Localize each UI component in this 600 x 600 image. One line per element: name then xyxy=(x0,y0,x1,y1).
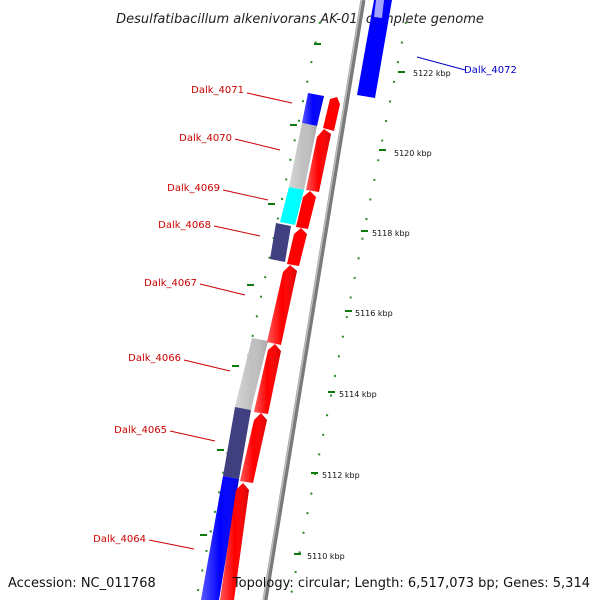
gene-labels: Dalk_4072 Dalk_4071 Dalk_4070 Dalk_4069 … xyxy=(93,65,517,545)
leader-lines xyxy=(148,56,466,550)
gene-label-4072[interactable]: Dalk_4072 xyxy=(464,65,517,76)
tick-label-5110: 5110 kbp xyxy=(307,552,345,561)
gene-label-4066[interactable]: Dalk_4066 xyxy=(128,353,181,364)
scale-dots-inner xyxy=(195,21,321,600)
gene-label-4070[interactable]: Dalk_4070 xyxy=(179,133,232,144)
gene-label-4067[interactable]: Dalk_4067 xyxy=(144,278,197,289)
tick-label-5122: 5122 kbp xyxy=(413,69,451,78)
tick-label-5116: 5116 kbp xyxy=(355,309,393,318)
tick-label-5114: 5114 kbp xyxy=(339,390,377,399)
tick-5110: 5110 kbp xyxy=(294,552,345,561)
map-title: Desulfatibacillum alkenivorans AK-01, co… xyxy=(116,12,484,27)
gene-label-4068[interactable]: Dalk_4068 xyxy=(158,220,211,231)
inner-ticks xyxy=(200,43,321,536)
tick-label-5118: 5118 kbp xyxy=(372,229,410,238)
tick-5118: 5118 kbp xyxy=(361,229,410,238)
tick-5114: 5114 kbp xyxy=(328,390,377,399)
gene-block-4072-white xyxy=(374,0,384,18)
topology-text: Topology: circular; Length: 6,517,073 bp… xyxy=(232,576,590,591)
backbone xyxy=(262,0,366,600)
tick-label-5112: 5112 kbp xyxy=(322,471,360,480)
gene-label-4069[interactable]: Dalk_4069 xyxy=(167,183,220,194)
gene-block-4068[interactable] xyxy=(270,223,291,262)
gene-label-4071[interactable]: Dalk_4071 xyxy=(191,85,244,96)
gene-label-4065[interactable]: Dalk_4065 xyxy=(114,425,167,436)
tick-label-5120: 5120 kbp xyxy=(394,149,432,158)
accession-text: Accession: NC_011768 xyxy=(8,576,156,591)
gene-block-4065[interactable] xyxy=(223,407,251,479)
tick-5112: 5112 kbp xyxy=(311,471,360,480)
gene-label-4064[interactable]: Dalk_4064 xyxy=(93,534,146,545)
gene-block-4072-blue[interactable] xyxy=(357,0,392,98)
gene-arrow-4068[interactable] xyxy=(287,228,307,266)
tick-5120: 5120 kbp xyxy=(379,149,432,158)
gene-arrow-4069[interactable] xyxy=(296,191,316,229)
gene-arrow-4071[interactable] xyxy=(323,97,340,131)
gene-block-4069[interactable] xyxy=(280,187,304,225)
tick-5122: 5122 kbp xyxy=(398,69,451,78)
reverse-strand-genes xyxy=(201,0,392,600)
forward-strand-genes xyxy=(220,97,340,600)
tick-5116: 5116 kbp xyxy=(345,309,393,318)
